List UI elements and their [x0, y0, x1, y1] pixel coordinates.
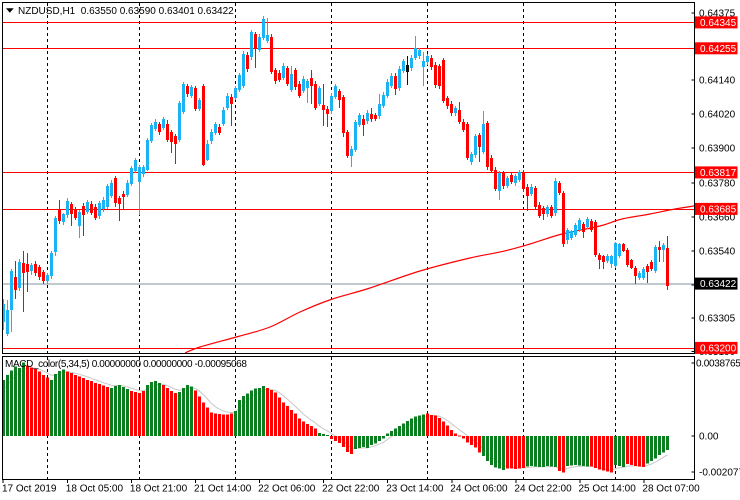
svg-text:0.64345: 0.64345 [700, 18, 737, 29]
svg-text:0.63900: 0.63900 [699, 144, 736, 155]
svg-text:0.63685: 0.63685 [700, 204, 737, 215]
svg-text:-0.002077.: -0.002077. [699, 468, 740, 479]
svg-text:NZDUSD,H1 0.63550 0.63590 0.6: NZDUSD,H1 0.63550 0.63590 0.63401 0.6342… [18, 6, 234, 17]
svg-text:22 Oct 06:00: 22 Oct 06:00 [258, 484, 316, 495]
svg-text:MACD_color(5,34,5) 0.00000000: MACD_color(5,34,5) 0.00000000 0.00000000… [5, 359, 247, 370]
svg-text:0.63305: 0.63305 [699, 314, 736, 325]
svg-text:0.00: 0.00 [699, 432, 719, 443]
svg-text:0.63780: 0.63780 [699, 179, 736, 190]
svg-text:0.63660: 0.63660 [699, 213, 736, 224]
svg-text:0.64255: 0.64255 [700, 44, 737, 55]
svg-text:17 Oct 2019: 17 Oct 2019 [2, 484, 57, 495]
svg-text:0.63540: 0.63540 [699, 247, 736, 258]
svg-text:24 Oct 06:00: 24 Oct 06:00 [450, 484, 508, 495]
svg-text:0.0038765: 0.0038765 [696, 359, 740, 370]
svg-text:18 Oct 05:00: 18 Oct 05:00 [66, 484, 124, 495]
svg-text:23 Oct 14:00: 23 Oct 14:00 [386, 484, 444, 495]
svg-text:18 Oct 21:00: 18 Oct 21:00 [130, 484, 188, 495]
svg-text:0.64140: 0.64140 [699, 76, 736, 87]
svg-text:0.64375: 0.64375 [699, 9, 736, 20]
svg-text:25 Oct 14:00: 25 Oct 14:00 [579, 484, 637, 495]
svg-text:21 Oct 14:00: 21 Oct 14:00 [194, 484, 252, 495]
svg-text:0.63817: 0.63817 [700, 168, 737, 179]
svg-text:0.63200: 0.63200 [700, 343, 737, 354]
svg-text:22 Oct 22:00: 22 Oct 22:00 [322, 484, 380, 495]
svg-text:24 Oct 22:00: 24 Oct 22:00 [514, 484, 572, 495]
svg-text:28 Oct 07:00: 28 Oct 07:00 [642, 484, 700, 495]
svg-text:0.64020: 0.64020 [699, 110, 736, 121]
svg-text:0.63422: 0.63422 [700, 279, 737, 290]
